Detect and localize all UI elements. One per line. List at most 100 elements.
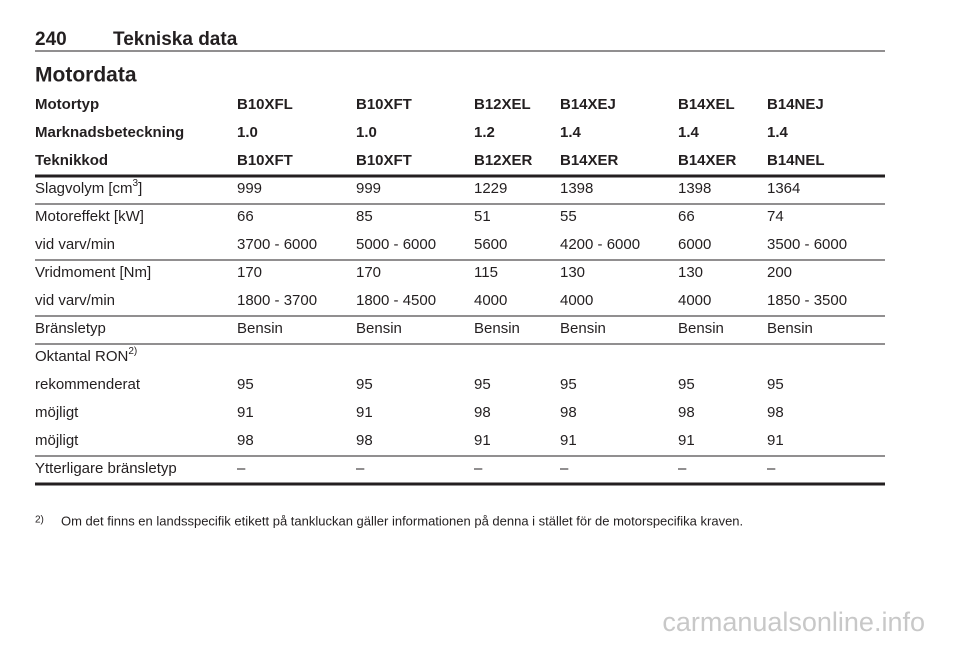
cell: 4000 — [474, 292, 507, 309]
cell: 95 — [474, 376, 491, 393]
cell: 98 — [560, 404, 577, 421]
cell: 95 — [237, 376, 254, 393]
cell: 98 — [767, 404, 784, 421]
cell: 1800 - 3700 — [237, 292, 317, 309]
row-label: Slagvolym [cm3] — [35, 178, 142, 197]
label-text: Slagvolym [cm — [35, 180, 133, 197]
row-label: Bränsletyp — [35, 320, 106, 337]
cell: 200 — [767, 264, 792, 281]
cell: 51 — [474, 208, 491, 225]
cell: 66 — [678, 208, 695, 225]
cell: 1.4 — [678, 124, 700, 141]
cell: 85 — [356, 208, 373, 225]
cell: 4000 — [560, 292, 593, 309]
cell: B14XER — [678, 152, 737, 169]
row-label: Motoreffekt [kW] — [35, 208, 144, 225]
label-text: ] — [138, 180, 142, 197]
cell: B10XFT — [356, 152, 412, 169]
watermark: carmanualsonline.info — [662, 607, 925, 637]
cell: 3500 - 6000 — [767, 236, 847, 253]
superscript: 3 — [133, 178, 139, 189]
cell: 1398 — [678, 180, 711, 197]
cell: 95 — [678, 376, 695, 393]
cell: 115 — [474, 264, 498, 281]
table: Motortyp B10XFL B10XFT B12XEL B14XEJ B14XEL B1… — [35, 96, 885, 486]
cell: B10XFT — [237, 152, 293, 169]
cell: Bensin — [356, 320, 402, 337]
cell: Bensin — [560, 320, 606, 337]
cell: Bensin — [767, 320, 813, 337]
cell: 4000 — [678, 292, 711, 309]
row-label: Ytterligare bränsletyp — [35, 460, 177, 477]
row-label: Marknadsbeteckning — [35, 124, 184, 141]
page-number: 240 — [35, 29, 67, 50]
cell: 1229 — [474, 180, 507, 197]
cell: 6000 — [678, 236, 711, 253]
cell: Bensin — [678, 320, 724, 337]
cell: 170 — [237, 264, 262, 281]
cell: 91 — [474, 432, 491, 449]
cell: 999 — [356, 180, 381, 197]
cell: Bensin — [237, 320, 283, 337]
cell: 1.0 — [237, 124, 258, 141]
cell: B14NEJ — [767, 96, 824, 113]
cell: B10XFL — [237, 96, 293, 113]
cell: 91 — [560, 432, 577, 449]
cell: 98 — [474, 404, 491, 421]
cell: 1.2 — [474, 124, 495, 141]
cell: 130 — [560, 264, 585, 281]
cell: B12XER — [474, 152, 533, 169]
cell: 98 — [237, 432, 254, 449]
cell: 1.4 — [560, 124, 582, 141]
cell: 91 — [237, 404, 254, 421]
cell: 95 — [356, 376, 373, 393]
row-label: möjligt — [35, 432, 79, 449]
cell: B10XFT — [356, 96, 412, 113]
cell: B14XEL — [678, 96, 735, 113]
cell: – — [237, 460, 246, 477]
header-title: Tekniska data — [113, 29, 238, 50]
cell: – — [678, 460, 687, 477]
row-label: Teknikkod — [35, 152, 108, 169]
cell: B14XER — [560, 152, 619, 169]
footnote-text: Om det finns en landsspecifik etikett på… — [61, 513, 743, 528]
row-label: Motortyp — [35, 96, 99, 113]
cell: 999 — [237, 180, 262, 197]
cell: Bensin — [474, 320, 520, 337]
cell: 4200 - 6000 — [560, 236, 640, 253]
cell: 1850 - 3500 — [767, 292, 847, 309]
cell: – — [560, 460, 569, 477]
cell: – — [474, 460, 483, 477]
cell: 98 — [678, 404, 695, 421]
superscript: 2) — [128, 346, 137, 357]
row-label: Oktantal RON2) — [35, 346, 137, 365]
row-label: rekommenderat — [35, 376, 141, 393]
cell: 1.4 — [767, 124, 789, 141]
cell: – — [356, 460, 365, 477]
footnote-marker: 2) — [35, 515, 44, 526]
cell: 95 — [560, 376, 577, 393]
cell: 130 — [678, 264, 703, 281]
cell: 98 — [356, 432, 373, 449]
cell: 91 — [678, 432, 695, 449]
cell: B12XEL — [474, 96, 531, 113]
cell: 5000 - 6000 — [356, 236, 436, 253]
label-text: Oktantal RON — [35, 348, 128, 365]
cell: 55 — [560, 208, 577, 225]
cell: 91 — [356, 404, 373, 421]
cell: – — [767, 460, 776, 477]
row-label: möjligt — [35, 404, 79, 421]
cell: B14NEL — [767, 152, 825, 169]
row-label: Vridmoment [Nm] — [35, 264, 151, 281]
cell: 1800 - 4500 — [356, 292, 436, 309]
cell: 95 — [767, 376, 784, 393]
section-title: Motordata — [35, 64, 137, 87]
row-label: vid varv/min — [35, 292, 115, 309]
row-label: vid varv/min — [35, 236, 115, 253]
cell: 170 — [356, 264, 381, 281]
cell: 66 — [237, 208, 254, 225]
cell: 91 — [767, 432, 784, 449]
cell: 1398 — [560, 180, 593, 197]
